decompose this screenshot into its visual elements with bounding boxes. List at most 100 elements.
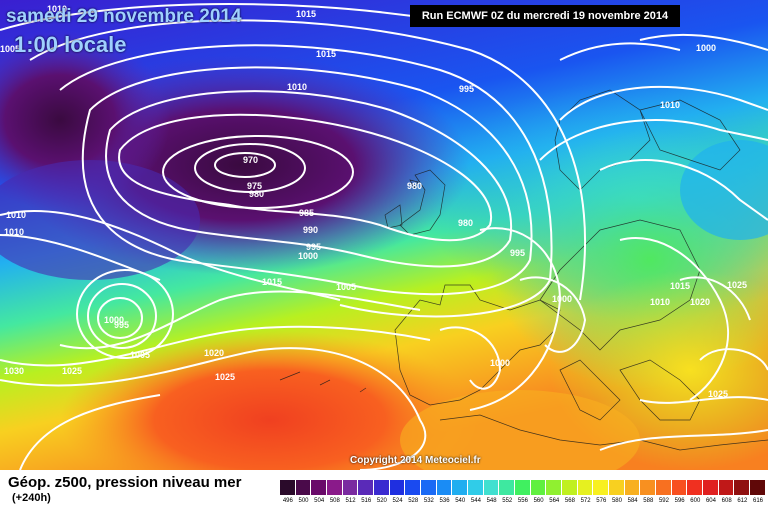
isobar-label: 980 [458,218,473,228]
isobar-label: 995 [306,242,321,252]
isobar-label: 980 [407,181,422,191]
scale-tick-label: 516 [361,498,372,504]
scale-swatch [640,480,657,495]
isobar-label: 1015 [296,9,316,19]
isobar-label: 1025 [215,372,235,382]
isobar-label: 1010 [287,82,307,92]
scale-tick-label: 596 [674,498,685,504]
color-scale-swatches [280,480,766,495]
isobar-label: 1015 [316,49,336,59]
isobar-label: 1020 [690,297,710,307]
scale-swatch [734,480,751,495]
scale-swatch [483,480,500,495]
isobar-label: 1025 [727,280,747,290]
scale-swatch [593,480,610,495]
scale-swatch [342,480,359,495]
scale-swatch [656,480,672,495]
scale-tick-label: 552 [502,498,513,504]
scale-tick-label: 584 [627,498,638,504]
scale-swatch [405,480,422,495]
scale-tick-label: 520 [376,498,387,504]
isobar-label: 1000 [490,358,510,368]
isobar-label: 1005 [336,282,356,292]
forecast-hour: 1:00 locale [14,32,127,57]
scale-swatch [468,480,484,495]
scale-tick-label: 580 [611,498,622,504]
scale-tick-label: 560 [533,498,544,504]
legend-title: Géop. z500, pression niveau mer [8,474,242,491]
isobar-label: 1000 [298,251,318,261]
scale-tick-label: 500 [298,498,309,504]
scale-tick-label: 536 [439,498,450,504]
isobar-label: 1000 [104,315,124,325]
scale-tick-label: 540 [455,498,466,504]
weather-map: 1010 1015 1015 995 1010 1000 1010 970 97… [0,0,768,470]
isobar-label: 1020 [204,348,224,358]
isobar-label: 1025 [708,389,728,399]
scale-tick-label: 572 [580,498,591,504]
scale-swatch [327,480,343,495]
forecast-date: samedi 29 novembre 2014 [6,6,242,27]
model-run-label: Run ECMWF 0Z du mercredi 19 novembre 201… [410,5,680,27]
scale-tick-label: 556 [517,498,528,504]
isobar-label: 1000 [696,43,716,53]
scale-swatch [515,480,531,495]
scale-tick-label: 524 [392,498,403,504]
scale-tick-label: 532 [423,498,434,504]
scale-tick-label: 576 [596,498,607,504]
scale-swatch [280,480,296,495]
scale-tick-label: 588 [643,498,654,504]
scale-tick-label: 496 [282,498,293,504]
isobar-label: 1010 [660,100,680,110]
scale-swatch [389,480,406,495]
scale-tick-label: 616 [752,498,763,504]
scale-tick-label: 508 [329,498,340,504]
scale-tick-label: 568 [564,498,575,504]
isobar-label: 1000 [552,294,572,304]
scale-swatch [687,480,704,495]
scale-swatch [671,480,688,495]
isobar-label: 1010 [650,297,670,307]
isobar-labels: 1010 1015 1015 995 1010 1000 1010 970 97… [0,4,747,399]
color-scale-ticks: 496 500 504 508 512 516 520 524 528 532 536 540 544 5… [280,495,766,507]
scale-swatch [421,480,437,495]
color-scale: 496 500 504 508 512 516 520 524 528 532 536 540 544 5… [280,480,766,510]
isobar-label: 1015 [262,277,282,287]
scale-tick-label: 600 [690,498,701,504]
scale-swatch [703,480,719,495]
scale-swatch [546,480,563,495]
scale-tick-label: 604 [705,498,716,504]
scale-tick-label: 504 [314,498,325,504]
scale-swatch [577,480,594,495]
isobar-label: 975 [247,181,262,191]
isobar-label: 1025 [62,366,82,376]
isobar-label: 1030 [4,366,24,376]
isobar-label: 995 [114,320,129,330]
copyright: Copyright 2014 Meteociel.fr [350,455,481,466]
scale-swatch [436,480,453,495]
isobar-label: 970 [243,155,258,165]
isobar-label: 1010 [47,4,67,14]
scale-swatch [295,480,312,495]
scale-swatch [562,480,578,495]
scale-tick-label: 564 [549,498,560,504]
scale-tick-label: 592 [658,498,669,504]
scale-swatch [750,480,766,495]
scale-tick-label: 548 [486,498,497,504]
scale-swatch [718,480,735,495]
scale-swatch [609,480,625,495]
isobar-label: 1010 [6,210,26,220]
map-canvas: 1010 1015 1015 995 1010 1000 1010 970 97… [0,0,768,470]
isobar-label: 1005 [130,350,150,360]
scale-tick-label: 544 [470,498,481,504]
scale-tick-label: 512 [345,498,356,504]
scale-swatch [374,480,390,495]
scale-tick-label: 608 [721,498,732,504]
isobar-label: 990 [303,225,318,235]
legend-footer: Géop. z500, pression niveau mer (+240h) … [0,470,768,512]
scale-tick-label: 612 [737,498,748,504]
isobar-lines [0,3,768,470]
isobar-label: 1010 [4,227,24,237]
isobar-label: 995 [510,248,525,258]
scale-swatch [311,480,328,495]
